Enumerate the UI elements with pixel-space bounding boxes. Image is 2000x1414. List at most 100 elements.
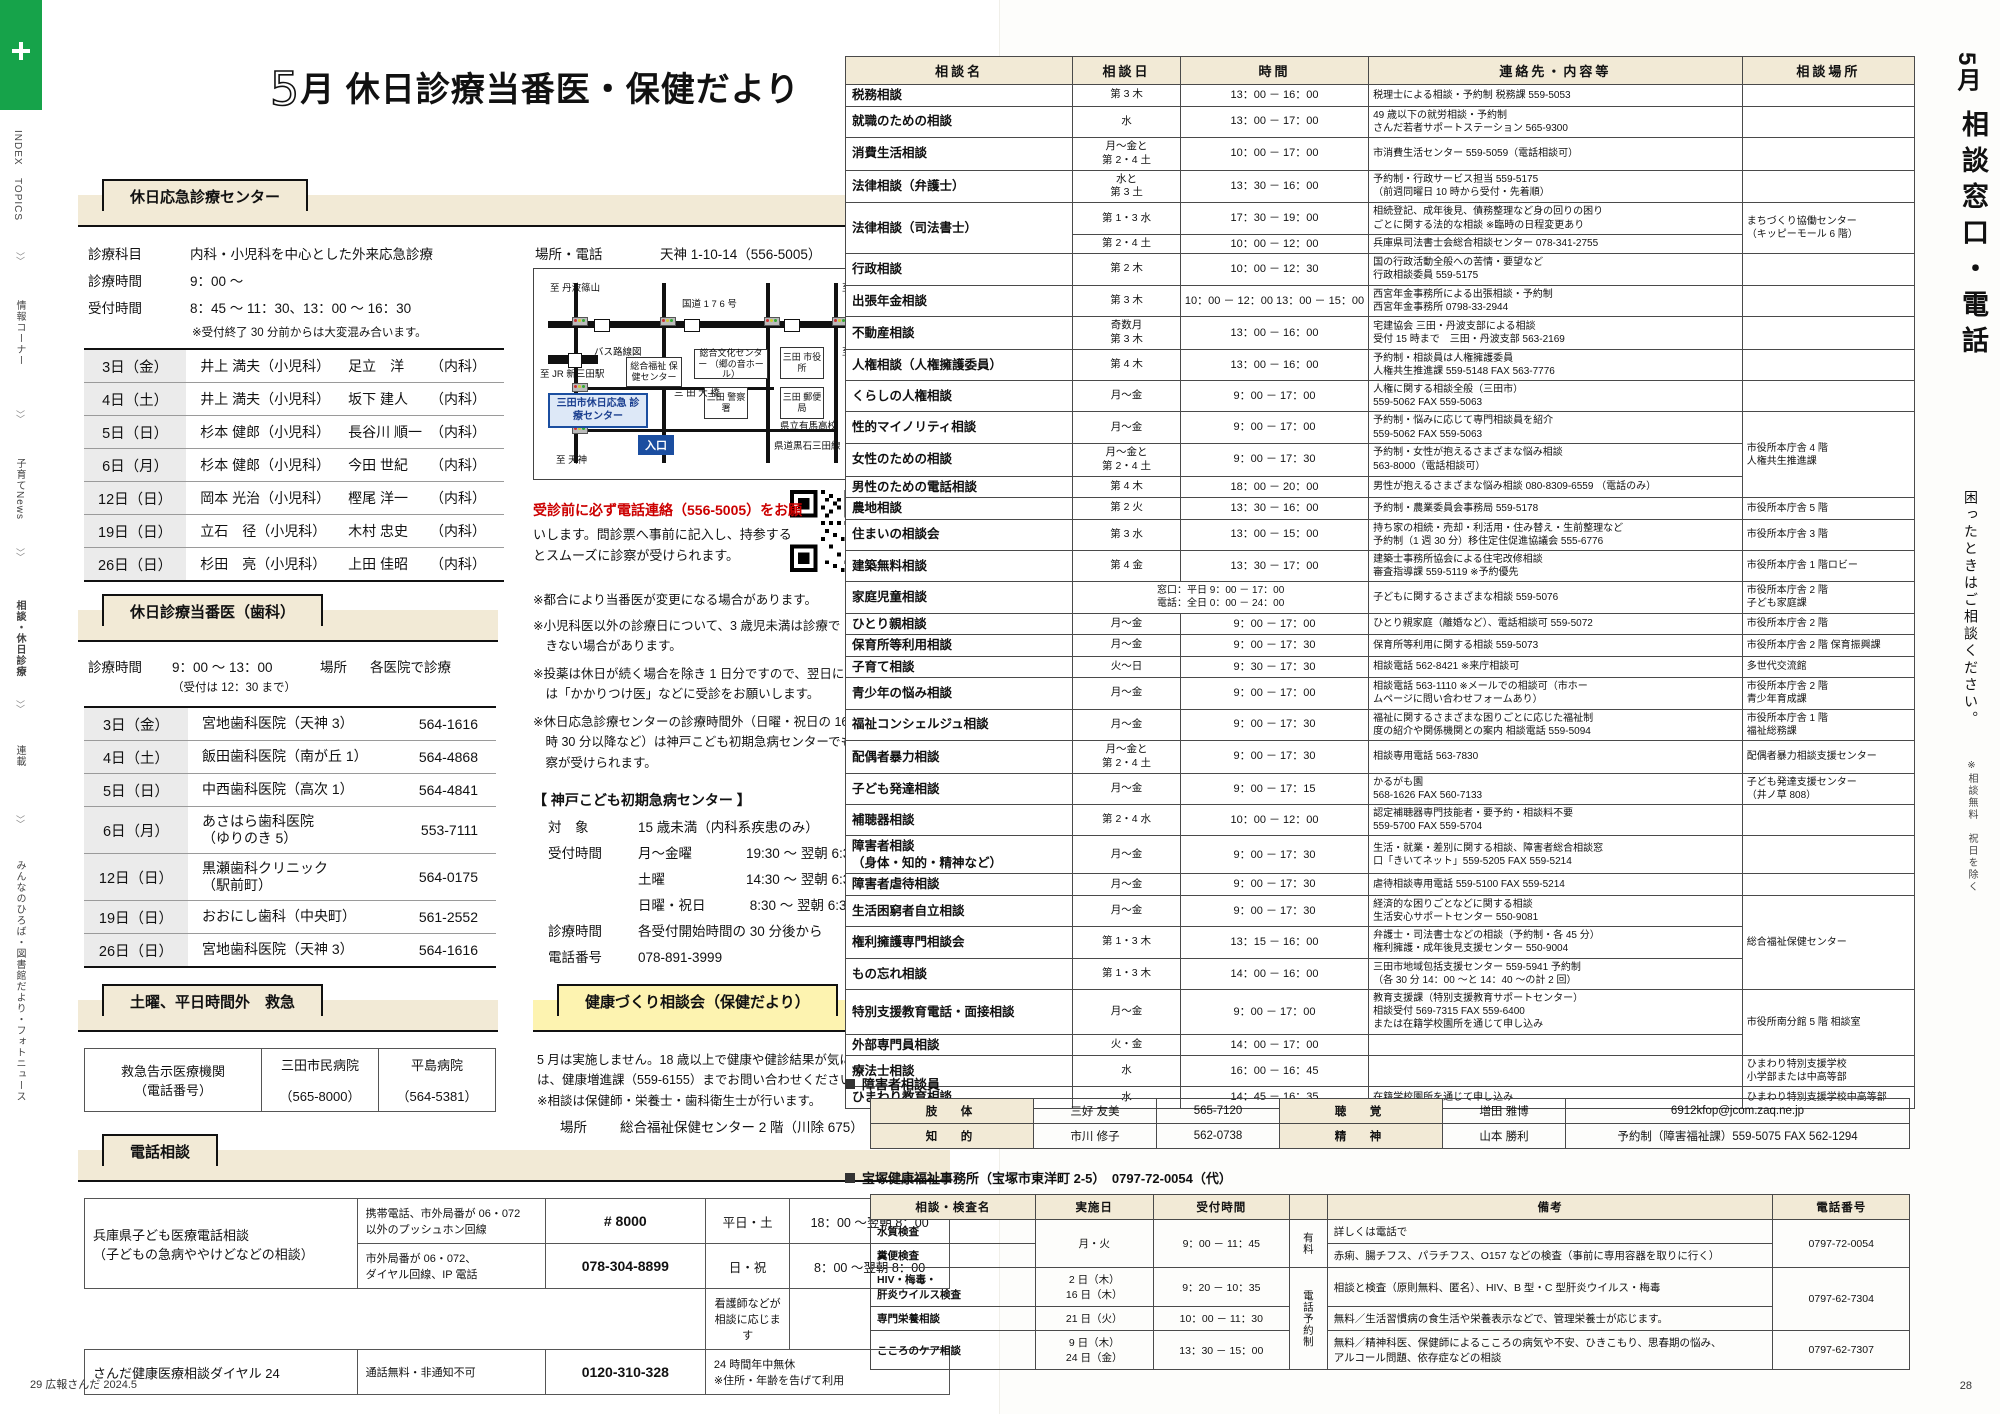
consultation-detail: 西宮年金事務所による出張相談・予約制 西宮年金事務所 0798-33-2944 xyxy=(1368,284,1743,317)
section-title: 健康づくり相談会（保健だより） xyxy=(557,984,838,1016)
dental-day: 4日（土） xyxy=(84,740,188,774)
phone-number: 0120-310-328 xyxy=(544,1349,706,1395)
consultation-place: 市役所本庁舎 5 階 xyxy=(1741,497,1916,520)
exam-name: こころのケア相談 xyxy=(870,1330,1036,1370)
duty-doctor-dept: （内科） xyxy=(426,514,504,548)
map-label-route176: 国道 1 7 6 号 xyxy=(682,299,737,310)
table-row: 4日（土） 飯田歯科医院（南が丘 1） 564-4868 xyxy=(84,740,496,774)
duty-day: 19日（日） xyxy=(84,514,187,548)
table-row: 補聴器相談第 2・4 水 10：00 － 12：00 認定補聴器専門技能者・要予約・… xyxy=(844,803,1916,837)
table-row: 糞便検査 赤痢、腸チフス、パラチフス、O157 などの検査（事前に専用容器を取りに… xyxy=(870,1243,1910,1268)
consultation-detail: 持ち家の相続・売却・利活用・住み替え・生前整理など 予約制（1 週 30 分）移… xyxy=(1368,518,1743,551)
table-row: （565-8000） （564-5381） xyxy=(85,1080,496,1112)
consultation-time: 13：30 － 16：00 xyxy=(1179,169,1370,204)
dental-day: 5日（日） xyxy=(84,773,188,807)
emergency-row-label: 救急告示医療機関 （電話番号） xyxy=(84,1048,262,1112)
table-header-row: 相談・検査名 実施日 受付時間 備考 電話番号 xyxy=(870,1194,1910,1220)
value-place-phone: 天神 1-10-14（556-5005） xyxy=(660,247,822,262)
map-label-tenjin: 至 天神 xyxy=(556,455,588,466)
note-4: ※休日応急診療センターの診療時間外（日曜・祝日の 16 時 30 分以降など）は… xyxy=(533,715,866,770)
label-reception: 受付時間 xyxy=(88,301,142,316)
exam-memo: 詳しくは電話で xyxy=(1326,1219,1774,1244)
duty-day: 12日（日） xyxy=(84,481,187,515)
consultation-name: 補聴器相談 xyxy=(844,803,1074,837)
consultation-name: 出張年金相談 xyxy=(844,284,1074,317)
consultation-name: 農地相談 xyxy=(844,497,1074,520)
sidebar-item-info[interactable]: 情報コーナー xyxy=(14,300,25,366)
dental-duty-table: 3日（金） 宮地歯科医院（天神 3） 564-1616 4日（土） 飯田歯科医院（南が丘… xyxy=(84,706,496,968)
duty-doctor-internal: 上田 佳昭 xyxy=(334,547,426,582)
sidebar-item-topics[interactable]: TOPICS xyxy=(12,178,23,222)
value-dental-hours: 9：00 ～ 13：00 xyxy=(172,660,273,675)
consultation-day: 第 3 木 xyxy=(1072,84,1181,107)
phone-route: 通話無料・非通知不可 xyxy=(356,1349,546,1395)
disability-advisor-table: 肢 体三好 友美 565-7120 聴 覚増田 雅博 6912kfop@jcom.za… xyxy=(870,1098,1910,1149)
takarazuka-section-title: 宝塚健康福祉事務所（宝塚市東洋町 2-5） 0797-72-0054（代） xyxy=(845,1168,1232,1187)
exam-date: 9 日（木） 24 日（金） xyxy=(1034,1330,1154,1370)
consultation-day: 第 2・4 水 xyxy=(1072,803,1181,837)
kobe-row-label: 診療時間 xyxy=(548,924,602,939)
table-row: 12日（日） 黒瀬歯科クリニック （駅前町） 564-0175 xyxy=(84,853,496,901)
table-row: 配偶者暴力相談 月～金と 第 2・4 土 9：00 － 17：30 相談専用電話 56… xyxy=(844,739,1916,774)
exam-memo: 赤痢、腸チフス、パラチフス、O157 などの検査（事前に専用容器を取りに行く） xyxy=(1326,1243,1774,1268)
sidebar-item-kosodate[interactable]: 子育てNews xyxy=(14,458,25,521)
table-header-row: 相談名 相談日 時間 連絡先・内容等 相談場所 xyxy=(844,56,1916,85)
notice-call-first-body: いします。問診票へ事前に記入し、持参する とスムーズに診察が受けられます。 xyxy=(533,527,792,564)
duty-day: 26日（日） xyxy=(84,547,187,582)
sidebar-item-minna[interactable]: みんなのひろば・図書館だより・フォトニュース xyxy=(14,860,25,1102)
dental-day: 19日（日） xyxy=(84,900,188,934)
table-row: 権利擁護専門相談会第 1・3 木 13：15 － 16：00 弁護士・司法書士などの… xyxy=(844,926,1915,959)
consultation-place: 総合福祉保健センター xyxy=(1741,894,1916,990)
exam-time: 9：00 － 11：45 xyxy=(1152,1219,1290,1268)
consultation-day: 第 4 金 xyxy=(1072,549,1181,583)
consultation-time: 10：00 － 12：00 xyxy=(1179,233,1370,255)
note-1: ※都合により当番医が変更になる場合があります。 xyxy=(533,593,817,607)
exam-tel: 0797-72-0054 xyxy=(1772,1219,1910,1268)
consultation-name: 女性のための相談 xyxy=(844,442,1074,477)
table-row: 保育所等利用相談 月～金 9：00 － 17：30 保育所等利用に関する相談 559-… xyxy=(844,634,1916,657)
consultation-name: ひとり親相談 xyxy=(844,612,1074,636)
table-row: 看護師などが相談に応じます xyxy=(85,1288,950,1350)
consultation-name: くらしの人権相談 xyxy=(844,380,1074,413)
consultation-day: 月～金 xyxy=(1072,873,1181,896)
sidebar-item-index[interactable]: INDEX xyxy=(12,130,23,166)
consultation-name: 青少年の悩み相談 xyxy=(844,677,1074,710)
note-3: ※投薬は休日が続く場合を除き 1 日分ですので、翌日に は「かかりつけ医」などに… xyxy=(533,667,845,702)
consultation-detail: 子どもに関するさまざまな相談 559-5076 xyxy=(1368,581,1743,614)
table-row: 性的マイノリティ相談 月～金 9：00 － 17：00 予約制・悩みに応じて専門相談員… xyxy=(844,411,1916,499)
table-row: さんだ健康医療相談ダイヤル 24 通話無料・非通知不可 0120-310-328 24… xyxy=(84,1349,951,1395)
consultation-day: 月～金 xyxy=(1072,708,1181,741)
consultation-day: 月～金 xyxy=(1072,411,1181,444)
advisor-contact: 562-0738 xyxy=(1156,1123,1280,1149)
kobe-row-value: 日曜・祝日 8:30 ～ 翌朝 6:30 xyxy=(638,898,855,913)
consultation-day: 第 1・3 木 xyxy=(1072,926,1181,959)
exam-date: 21 日（火） xyxy=(1034,1306,1154,1331)
consultation-name: 男性のための電話相談 xyxy=(844,475,1074,499)
kobe-row-value: 月～金曜 19:30 ～ 翌朝 6:30 xyxy=(638,846,858,861)
consultation-name: 子育て相談 xyxy=(844,655,1074,679)
sidebar-item-serial[interactable]: 連載 xyxy=(14,745,25,767)
section-emergency-center: 休日応急診療センター xyxy=(78,179,950,227)
column-header: 連絡先・内容等 xyxy=(1368,56,1743,85)
table-row: 19日（日） 立石 径（小児科） 木村 忠史 （内科） xyxy=(84,514,504,548)
consultation-place: ひまわり特別支援学校 小学部または中高等部 xyxy=(1741,1055,1916,1088)
side-month-label: 5月 xyxy=(1953,52,1980,94)
sidebar-item-consultation[interactable]: 相談・休日診療 xyxy=(14,600,25,677)
consultation-detail: 生活・就業・差別に関する相談、障害者総合相談窓 口「きいてネット」559-520… xyxy=(1368,835,1743,875)
consultation-place: 子ども発達支援センター （井ノ草 808） xyxy=(1741,772,1916,805)
table-row: 福祉コンシェルジュ相談 月～金 9：00 － 17：30 福祉に関するさまざまな困りご… xyxy=(844,708,1916,741)
table-row: 不動産相談 奇数月 第 3 木 13：00 － 16：00 宅建協会 三田・丹波支部に… xyxy=(844,315,1916,350)
table-row: 26日（日） 杉田 亮（小児科） 上田 佳昭 （内科） xyxy=(84,547,504,582)
consultation-place: 市役所本庁舎 2 階 保育振興課 xyxy=(1741,634,1916,657)
consultation-place: まちづくり協働センター （キッピーモール 6 階） xyxy=(1741,202,1916,255)
section-title: 電話相談 xyxy=(102,1134,219,1166)
exam-time: 10：00 － 11：30 xyxy=(1152,1306,1290,1331)
duty-doctor-pediatrics: 立石 径（小児科） xyxy=(186,514,335,548)
duty-doctor-dept: （内科） xyxy=(426,382,504,416)
value-hours: 9：00 ～ xyxy=(190,274,244,289)
section-title: 休日応急診療センター xyxy=(102,179,309,211)
kobe-row-value: 各受付開始時間の 30 分後から xyxy=(638,924,823,939)
advisor-name: 増田 雅博 xyxy=(1442,1098,1566,1124)
consultation-place: 多世代交流館 xyxy=(1741,655,1916,679)
consultation-place: 市役所本庁舎 1 階ロビー xyxy=(1741,549,1916,583)
